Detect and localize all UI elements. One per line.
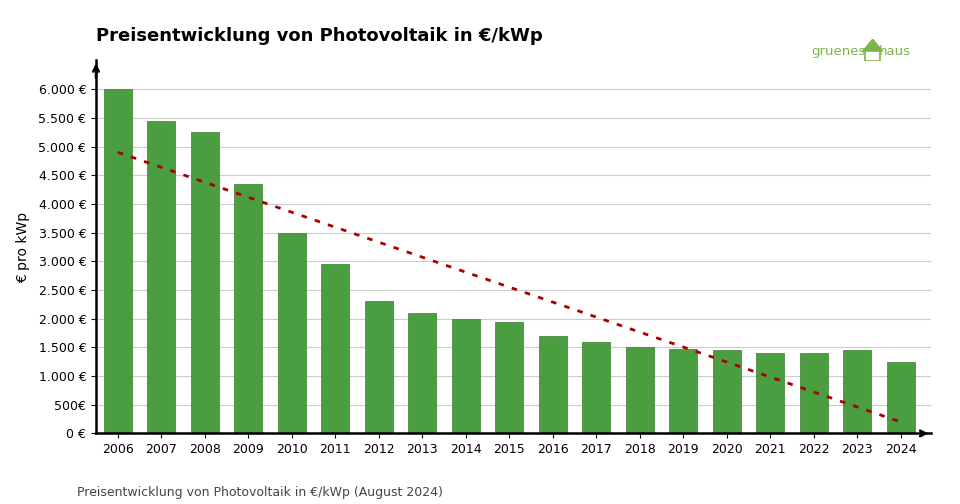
Bar: [147, 121, 176, 433]
Text: haus: haus: [878, 45, 910, 58]
Bar: [451, 319, 480, 433]
Bar: [104, 89, 132, 433]
Bar: [626, 347, 654, 433]
Bar: [495, 322, 523, 433]
Bar: [800, 353, 828, 433]
Y-axis label: € pro kWp: € pro kWp: [16, 211, 30, 283]
Bar: [539, 336, 567, 433]
Bar: [756, 353, 784, 433]
Bar: [365, 301, 393, 433]
Bar: [408, 313, 437, 433]
Bar: [712, 350, 741, 433]
Bar: [582, 342, 611, 433]
Bar: [234, 184, 262, 433]
Bar: [669, 349, 697, 433]
Text: gruenes: gruenes: [811, 45, 866, 58]
Bar: [865, 50, 880, 61]
Bar: [321, 264, 349, 433]
Bar: [191, 132, 219, 433]
Text: Preisentwicklung von Photovoltaik in €/kWp: Preisentwicklung von Photovoltaik in €/k…: [96, 27, 542, 45]
Bar: [887, 362, 915, 433]
Text: Preisentwicklung von Photovoltaik in €/kWp (August 2024): Preisentwicklung von Photovoltaik in €/k…: [77, 486, 443, 499]
Polygon shape: [862, 39, 883, 51]
Bar: [843, 350, 872, 433]
Bar: [277, 233, 306, 433]
